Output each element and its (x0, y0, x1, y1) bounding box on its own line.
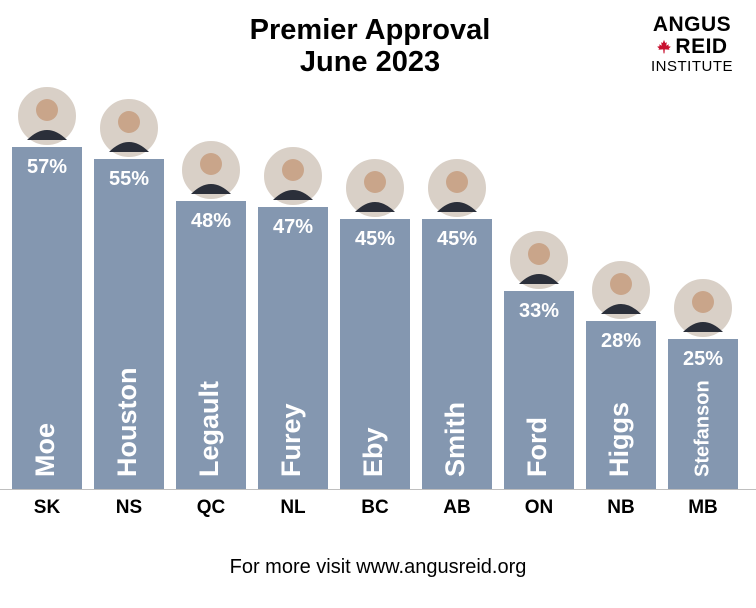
premier-name-label: Eby (358, 427, 388, 477)
province-tick-label: NB (607, 497, 634, 518)
value-label: 57% (27, 156, 67, 178)
avatar-shoulders (683, 322, 723, 332)
bar-qc (176, 201, 246, 489)
value-label: 28% (601, 330, 641, 352)
premier-name-label: Higgs (604, 402, 634, 477)
avatar-face (36, 99, 58, 121)
bar-bc (340, 219, 410, 489)
province-tick-label: SK (34, 497, 61, 518)
premier-name-label: Houston (112, 368, 142, 477)
avatar-face (692, 291, 714, 313)
avatar-shoulders (355, 202, 395, 212)
value-label: 48% (191, 210, 231, 232)
value-label: 55% (109, 168, 149, 190)
province-tick-label: ON (525, 497, 554, 518)
bar-ns (94, 159, 164, 489)
avatar-shoulders (519, 274, 559, 284)
province-tick-label: NS (116, 497, 142, 518)
avatar-shoulders (437, 202, 477, 212)
chart-title: Premier Approval June 2023 (170, 14, 570, 78)
avatar-face (282, 159, 304, 181)
bar-nl (258, 207, 328, 489)
premier-name-label: Stefanson (691, 380, 713, 477)
value-label: 33% (519, 300, 559, 322)
value-label: 47% (273, 216, 313, 238)
value-label: 45% (437, 228, 477, 250)
avatar-face (118, 111, 140, 133)
avatar-face (364, 171, 386, 193)
avatar-shoulders (27, 130, 67, 140)
avatar-shoulders (109, 142, 149, 152)
avatar-face (610, 273, 632, 295)
premier-name-label: Furey (276, 403, 306, 477)
avatar-face (200, 153, 222, 175)
angus-reid-logo: ANGUS REID INSTITUTE (642, 14, 742, 76)
value-label: 25% (683, 348, 723, 370)
logo-line-2-row: REID (642, 36, 742, 58)
province-tick-label: NL (280, 497, 306, 518)
bar-ab (422, 219, 492, 489)
province-tick-label: BC (361, 497, 389, 518)
title-line-1: Premier Approval (249, 14, 491, 46)
province-tick-label: MB (688, 497, 718, 518)
avatar-shoulders (601, 304, 641, 314)
avatar-face (446, 171, 468, 193)
maple-leaf-icon (657, 39, 672, 54)
logo-line-1: ANGUS (652, 13, 732, 36)
premier-name-label: Moe (30, 423, 60, 477)
logo-line-2: REID (675, 35, 728, 58)
bar-nb (586, 321, 656, 489)
premier-name-label: Smith (440, 402, 470, 477)
title-line-2: June 2023 (299, 46, 441, 78)
avatar-shoulders (191, 184, 231, 194)
bar-mb (668, 339, 738, 489)
bar-on (504, 291, 574, 489)
avatar-shoulders (273, 190, 313, 200)
province-tick-label: AB (443, 497, 470, 518)
value-label: 45% (355, 228, 395, 250)
bar-sk (12, 147, 82, 489)
province-tick-label: QC (197, 497, 226, 518)
footer-link-text[interactable]: For more visit www.angusreid.org (229, 556, 527, 578)
logo-line-3: INSTITUTE (651, 58, 733, 75)
premier-name-label: Legault (194, 381, 224, 477)
avatar-face (528, 243, 550, 265)
premier-name-label: Ford (522, 417, 552, 477)
